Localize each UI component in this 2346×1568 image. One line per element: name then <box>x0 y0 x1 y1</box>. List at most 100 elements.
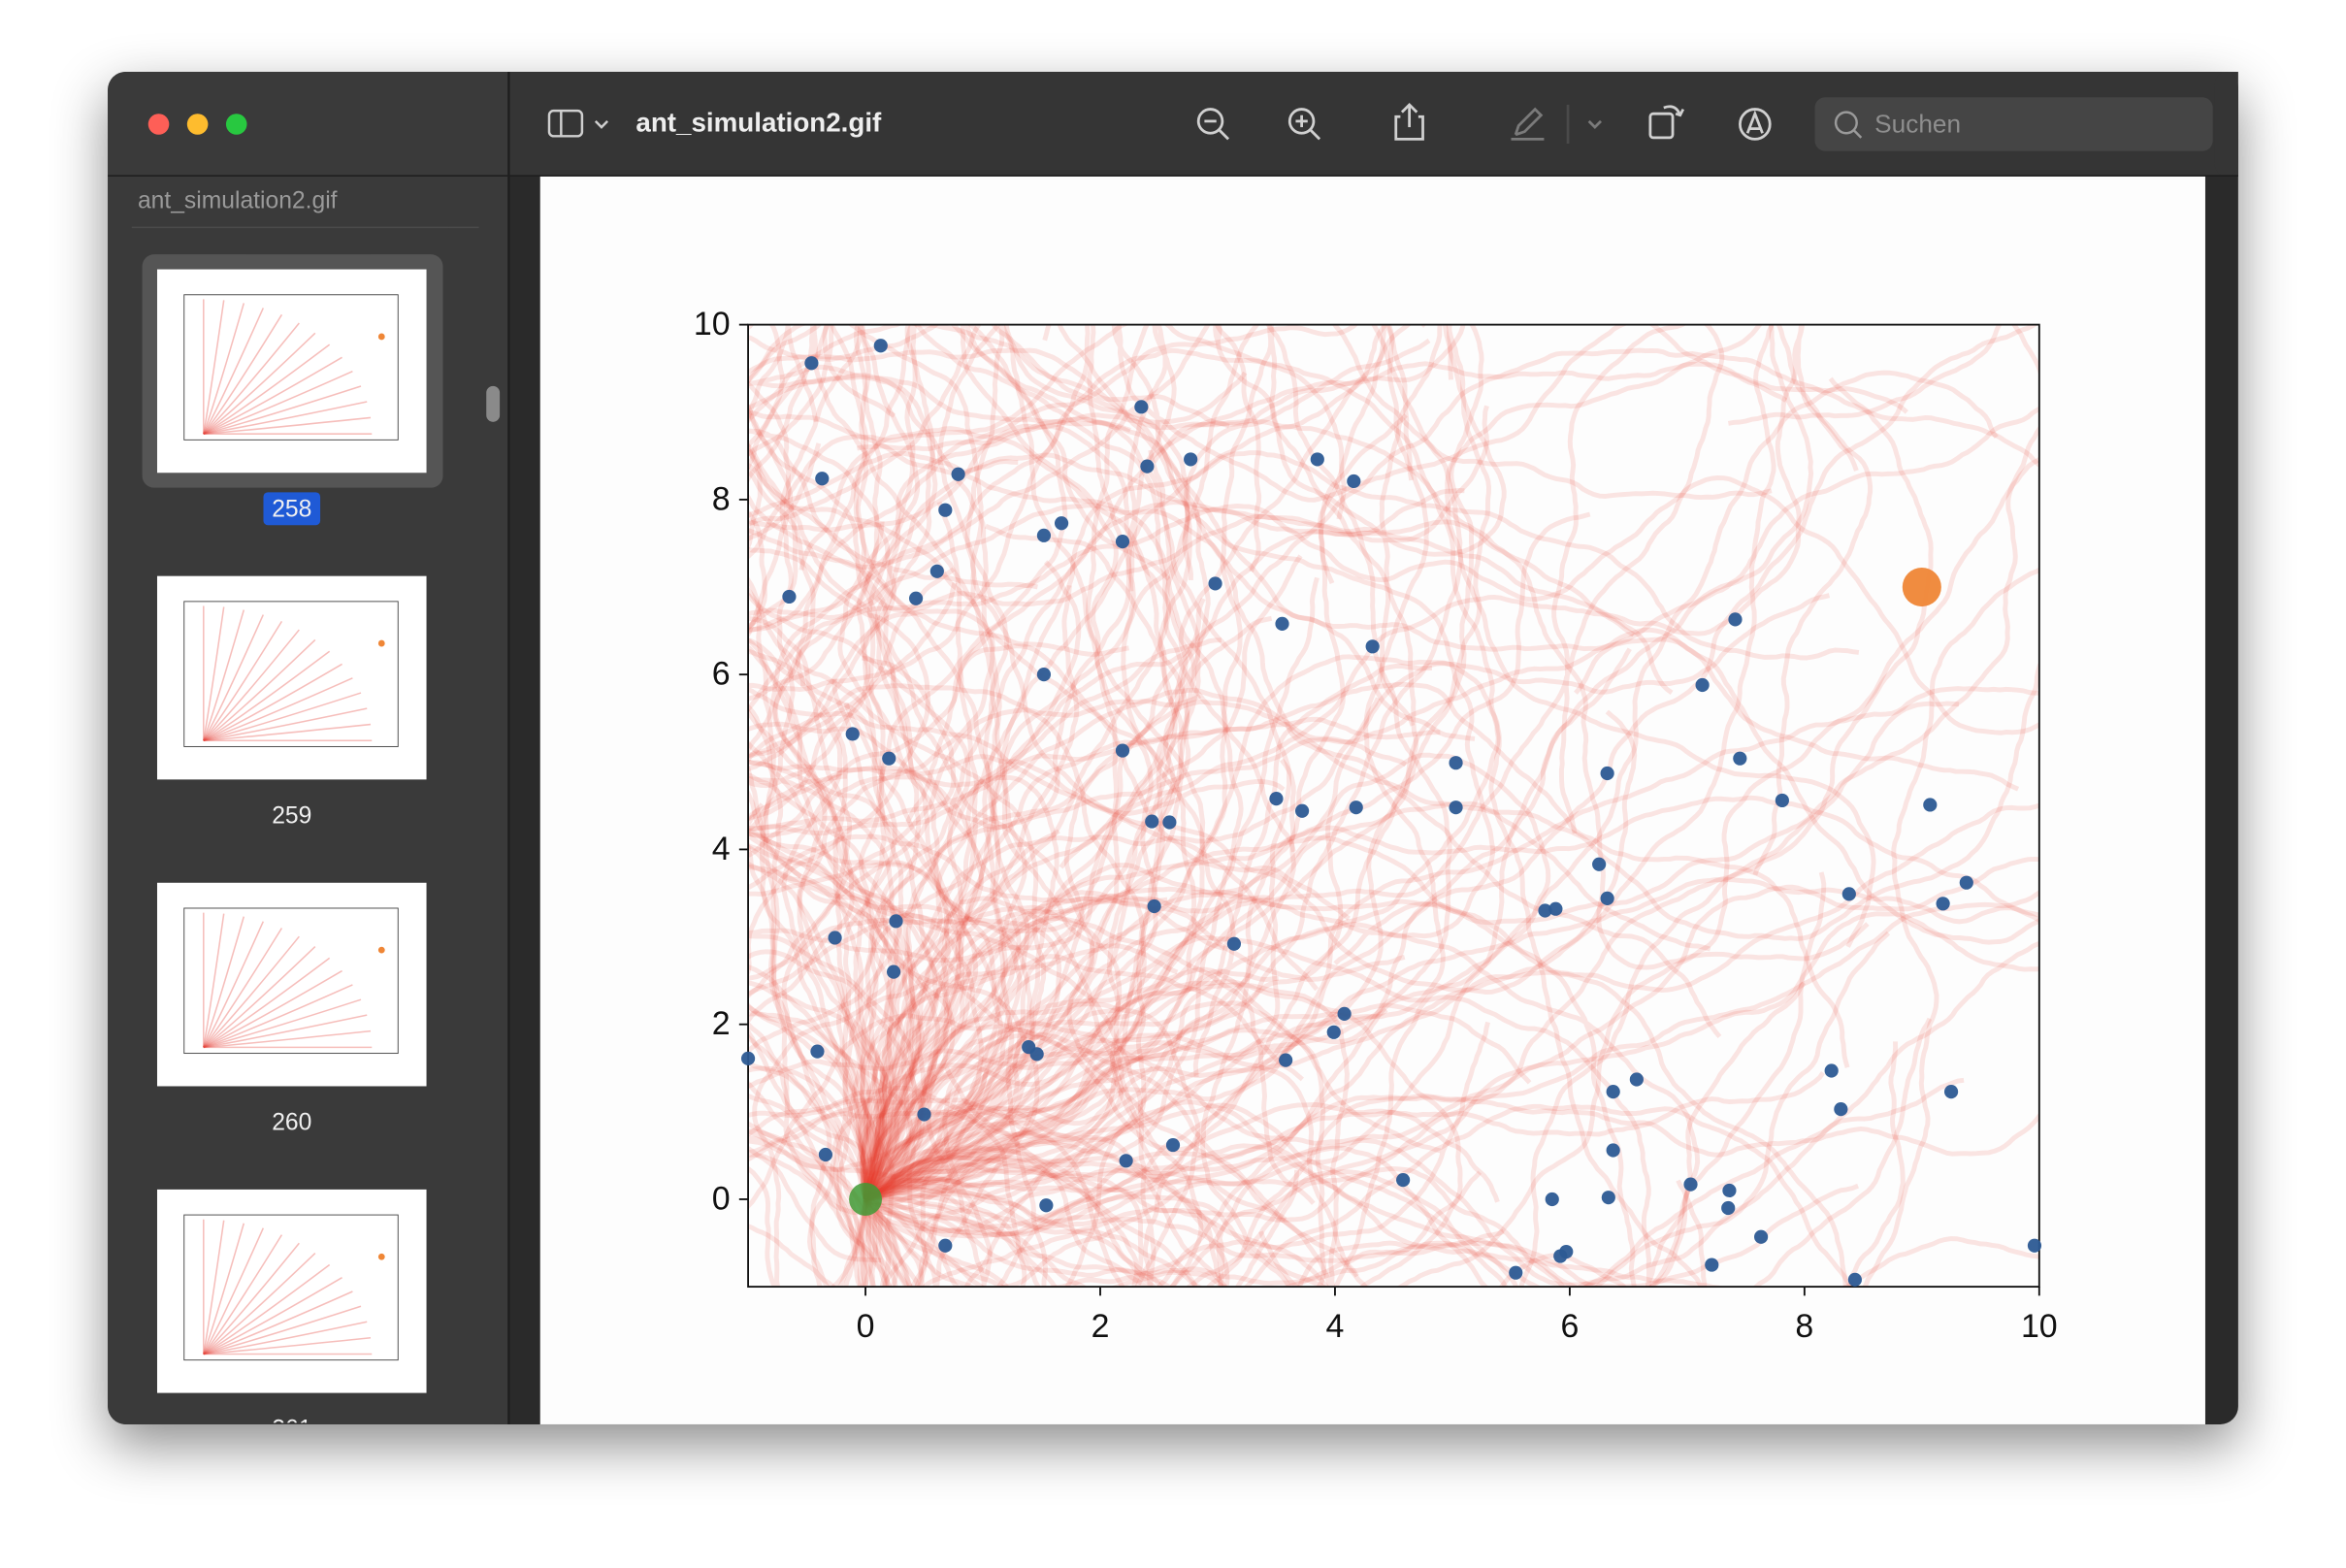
ant-trail <box>748 442 931 1200</box>
ant-trail <box>863 406 2039 1201</box>
ant-trail <box>809 576 1320 1288</box>
ant-trail <box>863 795 2039 1200</box>
ant-trail <box>748 449 1201 1288</box>
sidebar-toggle[interactable] <box>547 109 609 138</box>
zoom-in-button[interactable] <box>1287 108 1321 141</box>
thumbnail-trail <box>203 343 331 435</box>
ant-trail <box>863 889 2039 1288</box>
food-point <box>1943 1085 1959 1099</box>
food-point <box>1326 1025 1341 1039</box>
thumbnail-trail <box>203 723 372 742</box>
food-point <box>889 914 903 929</box>
thumbnail-dot <box>377 946 385 954</box>
ant-trail <box>863 593 1831 1201</box>
search-placeholder: Suchen <box>1874 109 1961 138</box>
sidebar-edge <box>448 72 509 1424</box>
y-tick-label: 8 <box>712 480 731 517</box>
food-point <box>929 564 944 578</box>
ant-trail <box>864 456 2039 1288</box>
thumbnail[interactable] <box>156 575 427 780</box>
thumbnail-trail <box>203 1263 331 1356</box>
ant-trail <box>748 324 1773 1200</box>
ant-trail <box>858 324 1287 1222</box>
thumbnail[interactable] <box>156 269 427 474</box>
zoom-out-button[interactable] <box>1196 108 1230 141</box>
ant-trail <box>748 324 1876 1200</box>
ant-trail <box>748 581 958 1200</box>
food-point <box>1349 800 1363 815</box>
thumbnail-dot <box>377 1253 385 1260</box>
food-point <box>1294 803 1310 818</box>
ant-trail <box>863 647 1632 1201</box>
minimize-button[interactable] <box>186 114 209 135</box>
food-point <box>938 503 953 517</box>
x-tick-label: 6 <box>1560 1308 1579 1345</box>
ant-trail <box>748 324 1171 1200</box>
nest-point <box>849 1183 883 1216</box>
ant-trail <box>748 1095 925 1288</box>
ant-trail <box>863 554 1303 1200</box>
food-point <box>818 1147 833 1162</box>
close-button[interactable] <box>147 114 170 135</box>
food-point <box>845 727 860 741</box>
food-point <box>1553 1249 1568 1263</box>
food-point <box>1226 936 1242 951</box>
ant-trail <box>748 627 2039 1201</box>
food-point <box>1310 452 1324 467</box>
ant-trail <box>860 450 1860 1200</box>
ant-trail <box>863 1000 1326 1288</box>
ant-trail <box>748 423 1228 1288</box>
ant-trail <box>748 324 921 1288</box>
share-button[interactable] <box>1394 102 1424 141</box>
food-point <box>1449 800 1463 815</box>
food-point <box>1754 1229 1769 1244</box>
thumbnail-trail <box>203 322 300 435</box>
ant-trail <box>856 416 1292 1201</box>
zoom-button[interactable] <box>225 114 247 135</box>
search-field[interactable]: Suchen <box>1814 97 2213 151</box>
thumbnail[interactable] <box>156 1189 427 1393</box>
thumbnail-trail <box>203 1276 342 1356</box>
ant-trail <box>864 324 2038 1202</box>
ant-trail <box>748 754 1320 1202</box>
thumbnail-trail <box>203 707 368 742</box>
scrollbar[interactable] <box>486 385 501 422</box>
thumbnail-trail <box>203 928 283 1048</box>
ant-trail <box>748 1135 1001 1288</box>
ant-trail <box>748 373 1019 1202</box>
food-point <box>1775 793 1789 808</box>
ant-trail <box>864 529 1674 1288</box>
ant-trail <box>863 324 1415 1199</box>
ant-trail <box>864 324 1190 1202</box>
ant-trail <box>863 895 1270 1201</box>
ant-trail <box>863 1032 1500 1203</box>
thumbnail-trail <box>203 692 362 742</box>
ant-trail <box>863 687 1408 1199</box>
thumbnail-trail <box>203 370 353 435</box>
markup-pen-button[interactable] <box>1511 104 1602 145</box>
thumbnail-trail <box>203 609 245 741</box>
food-point <box>951 467 965 481</box>
ant-trail <box>832 829 1060 1288</box>
food-point <box>815 472 830 486</box>
food-point <box>1396 1173 1411 1188</box>
ant-trail <box>748 361 1908 1200</box>
rotate-button[interactable] <box>1648 105 1685 140</box>
thumbnail-trail <box>203 935 300 1048</box>
chart: 0 2 4 6 8 10 0 2 4 6 8 10 <box>694 306 2058 1345</box>
ant-trail <box>843 702 964 1201</box>
food-point <box>1600 766 1614 781</box>
thumbnail-trail <box>203 385 362 435</box>
thumbnail-trail <box>203 638 316 741</box>
annotate-button[interactable] <box>1739 108 1772 141</box>
food-point <box>873 339 888 353</box>
ant-trail <box>748 347 1722 1200</box>
thumbnail[interactable] <box>156 882 427 1087</box>
food-point <box>1847 1272 1862 1287</box>
food-point <box>804 356 819 371</box>
ant-trail <box>863 901 1224 1201</box>
ant-trail <box>863 800 1711 1200</box>
food-point <box>1545 1192 1559 1207</box>
ant-trail <box>863 585 1080 1200</box>
ant-trail <box>863 686 2039 1235</box>
